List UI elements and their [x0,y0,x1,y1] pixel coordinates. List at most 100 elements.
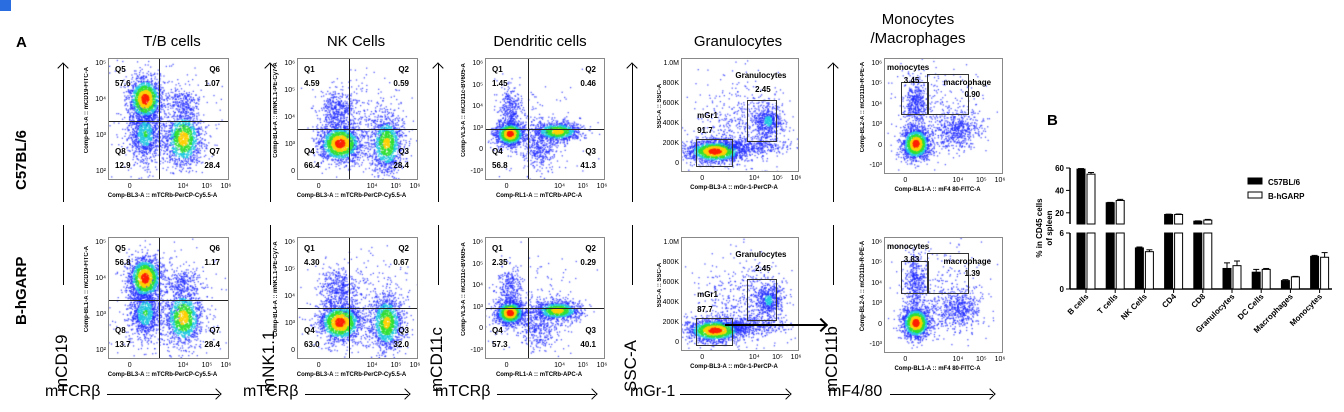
quadrant-name: Q4 [304,147,315,156]
quadrant-gate-horizontal[interactable] [486,128,604,130]
quadrant-gate-horizontal[interactable] [109,121,228,123]
x-tick-label: 10⁶ [220,183,232,190]
y-tick-label: 10⁵ [284,266,295,273]
quadrant-label: Q3 40.1 [580,326,596,350]
bar-chart: 0 6 20 40 60 % in CD45 cellsof spleen B cells T… [1035,164,1332,335]
quadrant-gate-vertical[interactable] [528,238,530,358]
gate-name: Granulocytes [735,250,787,259]
x-tick-label: T cells [1096,292,1120,316]
y-tick-label: -10³ [470,347,483,354]
y-tick-label: 10⁴ [472,282,483,290]
flow-plot: Granulocytes 2.45 mGr1 91.7 [681,58,799,172]
y-axis-line [270,225,271,285]
bar-B-hGARP [1261,268,1271,290]
x-axis-marker-label: mTCRβ [243,383,299,400]
monocytes-gate[interactable] [901,81,930,115]
y-axis-title: SSC-A :: SSC-A [657,83,663,129]
y-axis-title: Comp-BL2-A :: mCD11b-R-PE-A [860,240,866,332]
flow-plot: Q5 57.6 Q6 1.07 Q8 12.9 Q7 28.4 [108,58,229,180]
y-tick-label: 200K [662,140,679,148]
arrow-head-icon [586,388,598,400]
x-axis-title: Comp-RL1-A :: mTCRb-APC-A [495,372,583,378]
quadrant-gate-vertical[interactable] [349,238,351,358]
bar-B-hGARP-upper [1086,173,1096,225]
gate-percent: 2.45 [755,85,771,94]
x-tick-label: 0 [316,183,321,190]
quadrant-name: Q4 [304,326,315,335]
bar-B-hGARP-upper [1115,199,1125,225]
y-axis-title: Comp-BL1-A :: mCD19-FITC-A [84,245,90,333]
y-tick-label: 10⁶ [284,239,295,246]
y-axis-arrow [438,64,439,202]
quadrant-percent: 66.4 [304,161,320,170]
monocytes-gate[interactable] [901,260,930,294]
bar-C57BL/6 [1251,271,1261,290]
density-dot-plot [682,238,798,350]
bar-B-hGARP [1203,232,1213,290]
x-tick-label: Monocytes [1288,292,1324,328]
quadrant-percent: 41.3 [580,161,596,170]
quadrant-percent: 63.0 [304,340,320,349]
bar-C57BL/6 [1164,232,1174,290]
quadrant-gate-vertical[interactable] [349,59,351,179]
flow-plot: Q5 56.8 Q6 1.17 Q8 13.7 Q7 28.4 [108,237,229,359]
arrow-head-icon [432,62,444,74]
granulocytes-gate[interactable] [746,279,777,321]
gate-name: mGr1 [697,289,718,299]
quadrant-label: Q8 12.9 [115,147,131,171]
y-tick-label: 10⁵ [95,60,106,67]
macrophage-gate[interactable] [927,252,969,294]
y-tick-label: 10⁴ [284,293,295,300]
x-tick-label: 10⁵ [577,362,589,369]
bar-B-hGARP [1144,251,1154,290]
mgr1-gate[interactable] [695,138,733,168]
quadrant-gate-vertical[interactable] [528,59,530,179]
y-tick-label: 10³ [284,141,295,148]
column-title: Monocytes/Macrophages [838,10,998,48]
y-tick-label: 0 [878,320,882,328]
macrophage-gate[interactable] [927,73,969,115]
granulocytes-gate[interactable] [746,100,777,142]
bar-C57BL/6-upper [1193,220,1203,225]
quadrant-gate-horizontal[interactable] [298,128,417,130]
x-tick-label: 10⁶ [596,362,608,369]
quadrant-label: Q1 2.35 [492,244,508,268]
quadrant-gate-vertical[interactable] [158,238,160,358]
flow-plot: Q1 1.45 Q2 0.46 Q4 56.8 Q3 41.3 [485,58,605,180]
quadrant-percent: 56.8 [115,258,131,267]
quadrant-name: Q3 [398,326,409,335]
y-tick-label: 10⁶ [472,60,483,67]
quadrant-gate-horizontal[interactable] [486,307,604,309]
x-tick-label: 10⁶ [409,362,421,369]
row-label-c57bl6: C57BL/6 [13,129,30,190]
quadrant-label: Q4 56.8 [492,147,508,171]
quadrant-label: Q4 63.0 [304,326,320,350]
y-tick-label: -10³ [869,162,882,170]
quadrant-percent: 1.45 [492,79,508,88]
x-tick-label: 10⁵ [975,177,987,184]
mgr1-gate[interactable] [695,317,733,347]
quadrant-name: Q3 [585,326,596,335]
panel-label-b: B [1047,112,1058,129]
y-tick-label: 10⁶ [871,59,882,67]
y-axis-title: SSC-A :: SSC-A [657,262,663,308]
quadrant-gate-horizontal[interactable] [298,307,417,309]
x-axis-title: Comp-BL3-A :: mTCRb-PerCP-Cy5.5-A [296,193,407,199]
density-dot-plot [109,59,228,179]
y-axis-arrow [632,64,633,202]
x-tick-label: 10⁵ [390,362,402,369]
bar-C57BL/6 [1105,232,1115,290]
x-axis-title: Comp-RL1-A :: mTCRb-APC-A [495,193,583,199]
x-tick-label: 0 [903,177,908,184]
quadrant-gate-vertical[interactable] [158,59,160,179]
quadrant-percent: 2.35 [492,258,508,267]
y-tick-label: 0 [1060,285,1065,294]
quadrant-gate-horizontal[interactable] [109,300,228,302]
y-axis-line [632,225,633,285]
flow-plot: monocytes 3.83 macrophage 1.39 [884,237,1003,353]
y-tick-label: 10⁵ [284,87,295,94]
y-tick-label: 600K [662,99,679,107]
bar-C57BL/6 [1222,267,1232,290]
y-tick-label: 10⁶ [284,60,295,67]
